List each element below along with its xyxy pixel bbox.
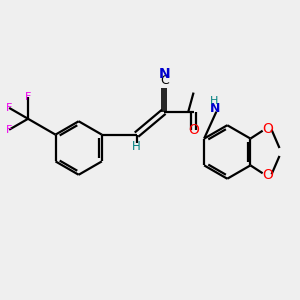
Text: F: F [25,92,31,102]
Text: C: C [160,74,169,87]
Text: F: F [6,103,12,113]
Text: H: H [132,140,141,153]
Text: N: N [159,67,171,81]
Text: N: N [209,102,220,115]
Text: F: F [6,125,12,135]
Text: O: O [188,123,199,136]
Text: H: H [209,96,218,106]
Text: O: O [262,168,273,182]
Text: O: O [262,122,273,136]
